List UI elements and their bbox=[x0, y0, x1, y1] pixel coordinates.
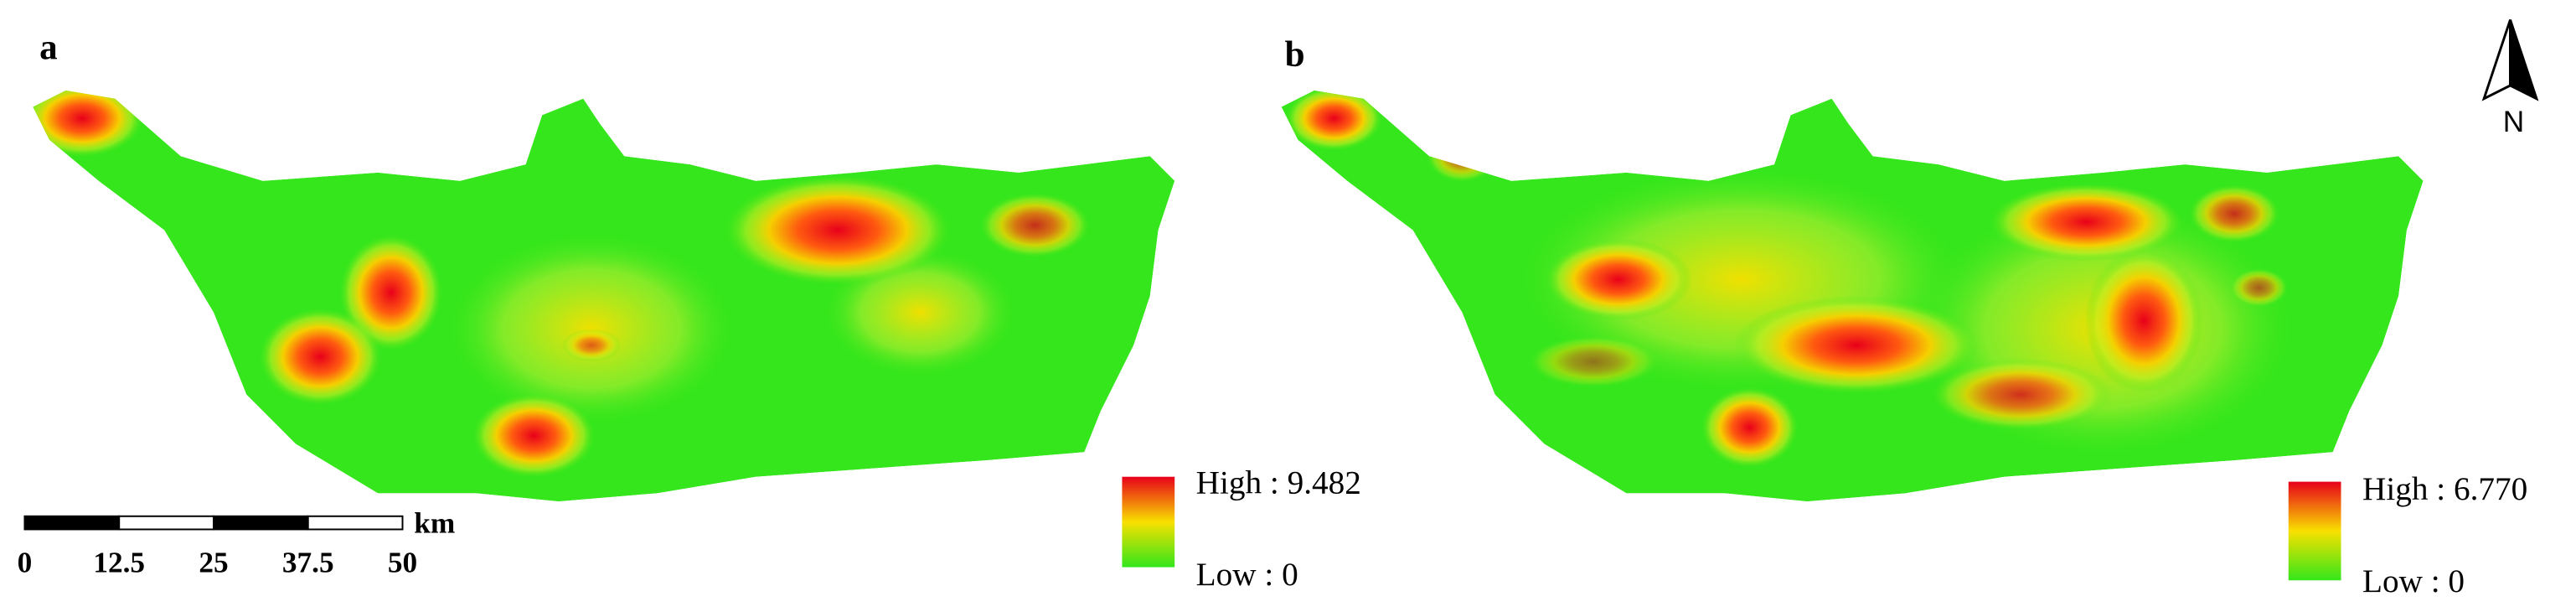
panel-b: b High : 6.770 Low : 0 bbox=[1281, 34, 2527, 599]
scale-segment bbox=[307, 515, 404, 531]
scale-label: 37.5 bbox=[282, 546, 334, 578]
panel-label: b bbox=[1285, 34, 1305, 74]
legend-high: High : 9.482 bbox=[1196, 464, 1361, 500]
scale-segment bbox=[23, 515, 121, 531]
north-arrow: N bbox=[2481, 19, 2539, 138]
scale-unit: km bbox=[414, 506, 455, 539]
legend-low: Low : 0 bbox=[1196, 557, 1298, 593]
north-label: N bbox=[2503, 106, 2524, 138]
scale-label: 50 bbox=[388, 546, 417, 578]
panel-label: a bbox=[39, 29, 58, 68]
legend-high: High : 6.770 bbox=[2362, 471, 2527, 507]
density-map bbox=[33, 90, 1175, 502]
scale-bar: 0 12.5 25 37.5 50 km bbox=[18, 506, 456, 578]
scale-label: 12.5 bbox=[93, 546, 145, 578]
panel-a: a High : 9.482 Low : 0 bbox=[33, 29, 1361, 593]
scale-label: 0 bbox=[18, 546, 33, 578]
density-map bbox=[1281, 90, 2424, 502]
legend-low: Low : 0 bbox=[2362, 563, 2465, 599]
scale-segment bbox=[118, 515, 214, 531]
legend-ramp bbox=[2288, 481, 2341, 581]
scale-label: 25 bbox=[199, 546, 228, 578]
scale-segment bbox=[212, 515, 309, 531]
legend-ramp bbox=[1122, 476, 1175, 568]
